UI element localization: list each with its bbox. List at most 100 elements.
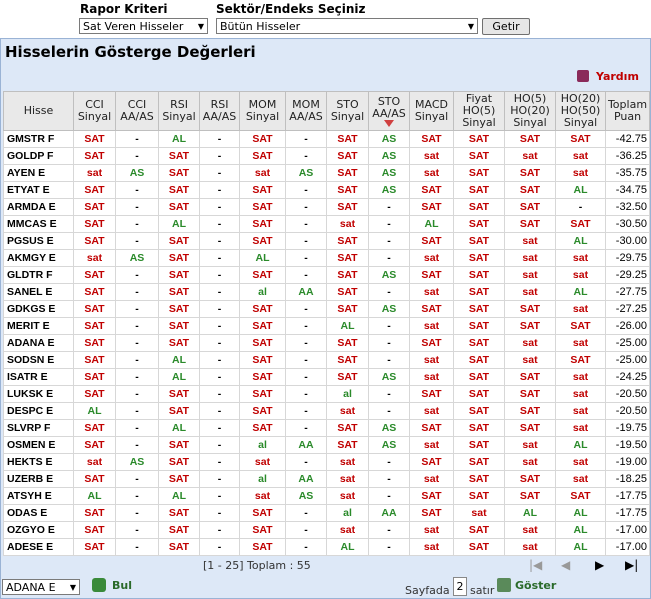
signal-cell: SAT bbox=[158, 504, 200, 522]
stock-name: GDKGS E bbox=[3, 300, 74, 318]
signal-cell: sat bbox=[555, 385, 606, 403]
signal-cell: - bbox=[199, 419, 240, 437]
signal-cell: AS bbox=[368, 130, 410, 148]
signal-cell: sat bbox=[73, 249, 116, 267]
get-button[interactable]: Getir bbox=[482, 18, 530, 35]
signal-cell: sat bbox=[409, 538, 454, 556]
column-header: HO(20) HO(50) Sinyal bbox=[555, 91, 606, 131]
signal-cell: SAT bbox=[504, 164, 556, 182]
stock-name: GOLDP F bbox=[3, 147, 74, 165]
signal-cell: AA bbox=[285, 436, 327, 454]
signal-cell: - bbox=[199, 385, 240, 403]
stock-name: ADESE E bbox=[3, 538, 74, 556]
signal-cell: SAT bbox=[73, 215, 116, 233]
signal-cell: al bbox=[326, 385, 369, 403]
signal-cell: SAT bbox=[73, 521, 116, 539]
signal-cell: SAT bbox=[239, 385, 286, 403]
signal-cell: sat bbox=[504, 436, 556, 454]
signal-cell: AL bbox=[158, 368, 200, 386]
signal-cell: SAT bbox=[409, 300, 454, 318]
signal-cell: - bbox=[285, 147, 327, 165]
signal-cell: - bbox=[368, 402, 410, 420]
signal-cell: SAT bbox=[453, 249, 505, 267]
criteria-label: Rapor Kriteri bbox=[80, 2, 168, 16]
signal-cell: SAT bbox=[409, 487, 454, 505]
signal-cell: sat bbox=[409, 521, 454, 539]
signal-cell: sat bbox=[555, 419, 606, 437]
signal-cell: - bbox=[115, 368, 159, 386]
signal-cell: - bbox=[199, 368, 240, 386]
signal-cell: sat bbox=[326, 521, 369, 539]
table-row: MERIT E SAT - SAT - SAT - AL - sat SAT SAT SAT -26.00 bbox=[3, 317, 650, 335]
first-page[interactable]: |◀ bbox=[529, 558, 543, 572]
total-score: -26.00 bbox=[605, 317, 650, 335]
show-button[interactable]: Göster bbox=[515, 579, 557, 592]
total-score: -17.75 bbox=[605, 504, 650, 522]
signal-cell: sat bbox=[504, 521, 556, 539]
column-header: STO Sinyal bbox=[326, 91, 369, 131]
signal-cell: SAT bbox=[453, 521, 505, 539]
next-page[interactable]: ▶ bbox=[595, 558, 605, 572]
signal-cell: SAT bbox=[504, 402, 556, 420]
signal-cell: - bbox=[368, 317, 410, 335]
signal-cell: SAT bbox=[239, 317, 286, 335]
signal-cell: al bbox=[326, 504, 369, 522]
signal-cell: SAT bbox=[158, 147, 200, 165]
signal-cell: - bbox=[115, 266, 159, 284]
signal-cell: AL bbox=[555, 504, 606, 522]
signal-cell: SAT bbox=[453, 351, 505, 369]
total-score: -42.75 bbox=[605, 130, 650, 148]
signal-cell: - bbox=[115, 419, 159, 437]
signal-cell: sat bbox=[326, 215, 369, 233]
signal-cell: - bbox=[368, 521, 410, 539]
header-line: STO bbox=[377, 94, 401, 108]
signal-cell: SAT bbox=[555, 130, 606, 148]
criteria-select[interactable]: Sat Veren Hisseler bbox=[79, 18, 208, 35]
signal-cell: AL bbox=[73, 402, 116, 420]
signal-cell: - bbox=[199, 198, 240, 216]
prev-page[interactable]: ◀ bbox=[561, 558, 571, 572]
signal-cell: AL bbox=[158, 215, 200, 233]
signal-cell: SAT bbox=[239, 351, 286, 369]
signal-cell: sat bbox=[555, 266, 606, 284]
rows-input[interactable]: 2 bbox=[453, 577, 467, 596]
signal-cell: SAT bbox=[504, 419, 556, 437]
signal-cell: - bbox=[115, 283, 159, 301]
signal-cell: SAT bbox=[453, 198, 505, 216]
signal-cell: AS bbox=[285, 164, 327, 182]
signal-cell: AS bbox=[285, 487, 327, 505]
total-score: -29.25 bbox=[605, 266, 650, 284]
signal-cell: AS bbox=[368, 266, 410, 284]
total-score: -20.50 bbox=[605, 385, 650, 403]
sector-select[interactable]: Bütün Hisseler bbox=[216, 18, 478, 35]
indicator-table: Hisse CCI Sinyal CCI AA/AS RSI Sinyal RSI AA/AS M… bbox=[3, 91, 650, 556]
last-page[interactable]: ▶| bbox=[625, 558, 639, 572]
table-row: ETYAT E SAT - SAT - SAT - SAT AS SAT SAT SAT AL -34.7… bbox=[3, 181, 650, 199]
signal-cell: - bbox=[199, 164, 240, 182]
signal-cell: sat bbox=[504, 249, 556, 267]
total-score: -32.50 bbox=[605, 198, 650, 216]
signal-cell: - bbox=[555, 198, 606, 216]
stock-select[interactable]: ADANA E bbox=[2, 579, 80, 596]
signal-cell: SAT bbox=[504, 130, 556, 148]
table-row: LUKSK E SAT - SAT - SAT - al - SAT SAT SAT sat -20.50 bbox=[3, 385, 650, 403]
find-button[interactable]: Bul bbox=[112, 579, 132, 592]
signal-cell: AL bbox=[555, 283, 606, 301]
stock-name: DESPC E bbox=[3, 402, 74, 420]
help-link[interactable]: Yardım bbox=[596, 70, 639, 83]
signal-cell: - bbox=[368, 334, 410, 352]
sort-icon bbox=[384, 119, 394, 127]
signal-cell: SAT bbox=[504, 181, 556, 199]
signal-cell: - bbox=[115, 538, 159, 556]
signal-cell: SAT bbox=[409, 181, 454, 199]
signal-cell: - bbox=[285, 130, 327, 148]
signal-cell: SAT bbox=[504, 300, 556, 318]
signal-cell: sat bbox=[555, 300, 606, 318]
signal-cell: - bbox=[115, 181, 159, 199]
signal-cell: SAT bbox=[326, 232, 369, 250]
signal-cell: sat bbox=[504, 538, 556, 556]
range-text: [1 - 25] Toplam : 55 bbox=[203, 559, 311, 572]
signal-cell: - bbox=[115, 385, 159, 403]
total-score: -35.75 bbox=[605, 164, 650, 182]
